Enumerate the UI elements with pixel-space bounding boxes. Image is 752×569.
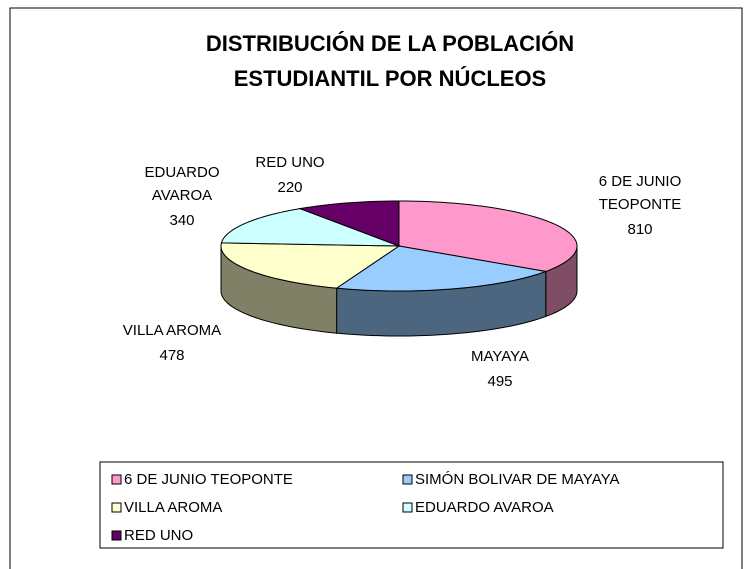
slice-label: EDUARDO [144,164,219,181]
slice-label: AVAROA [152,187,212,204]
slice [398,200,578,272]
value-label: 810 [627,221,652,238]
legend-label: VILLA AROMA [124,499,222,516]
value-label: 478 [159,347,184,364]
chart-title: DISTRIBUCIÓN DE LA POBLACIÓN [206,31,574,56]
legend-swatch [111,502,122,513]
slice-label: MAYAYA [471,348,529,365]
slice [220,242,401,289]
legend-swatch [402,474,413,485]
chart-title: ESTUDIANTIL POR NÚCLEOS [234,66,547,91]
slice-label: VILLA AROMA [123,322,221,339]
legend-swatch [402,502,413,513]
legend-label: SIMÓN BOLIVAR DE MAYAYA [415,471,620,488]
legend-label: RED UNO [124,527,193,544]
value-label: 495 [487,373,512,390]
value-label: 340 [169,212,194,229]
slice-label: 6 DE JUNIO [599,173,682,190]
legend-label: 6 DE JUNIO TEOPONTE [124,471,293,488]
slice [220,208,400,247]
slice [298,200,400,247]
slice-label: RED UNO [255,154,324,171]
legend-swatch [111,474,122,485]
slice [335,245,548,292]
legend-swatch [111,530,122,541]
legend-label: EDUARDO AVAROA [415,499,554,516]
value-label: 220 [277,179,302,196]
slice-label: TEOPONTE [599,196,682,213]
